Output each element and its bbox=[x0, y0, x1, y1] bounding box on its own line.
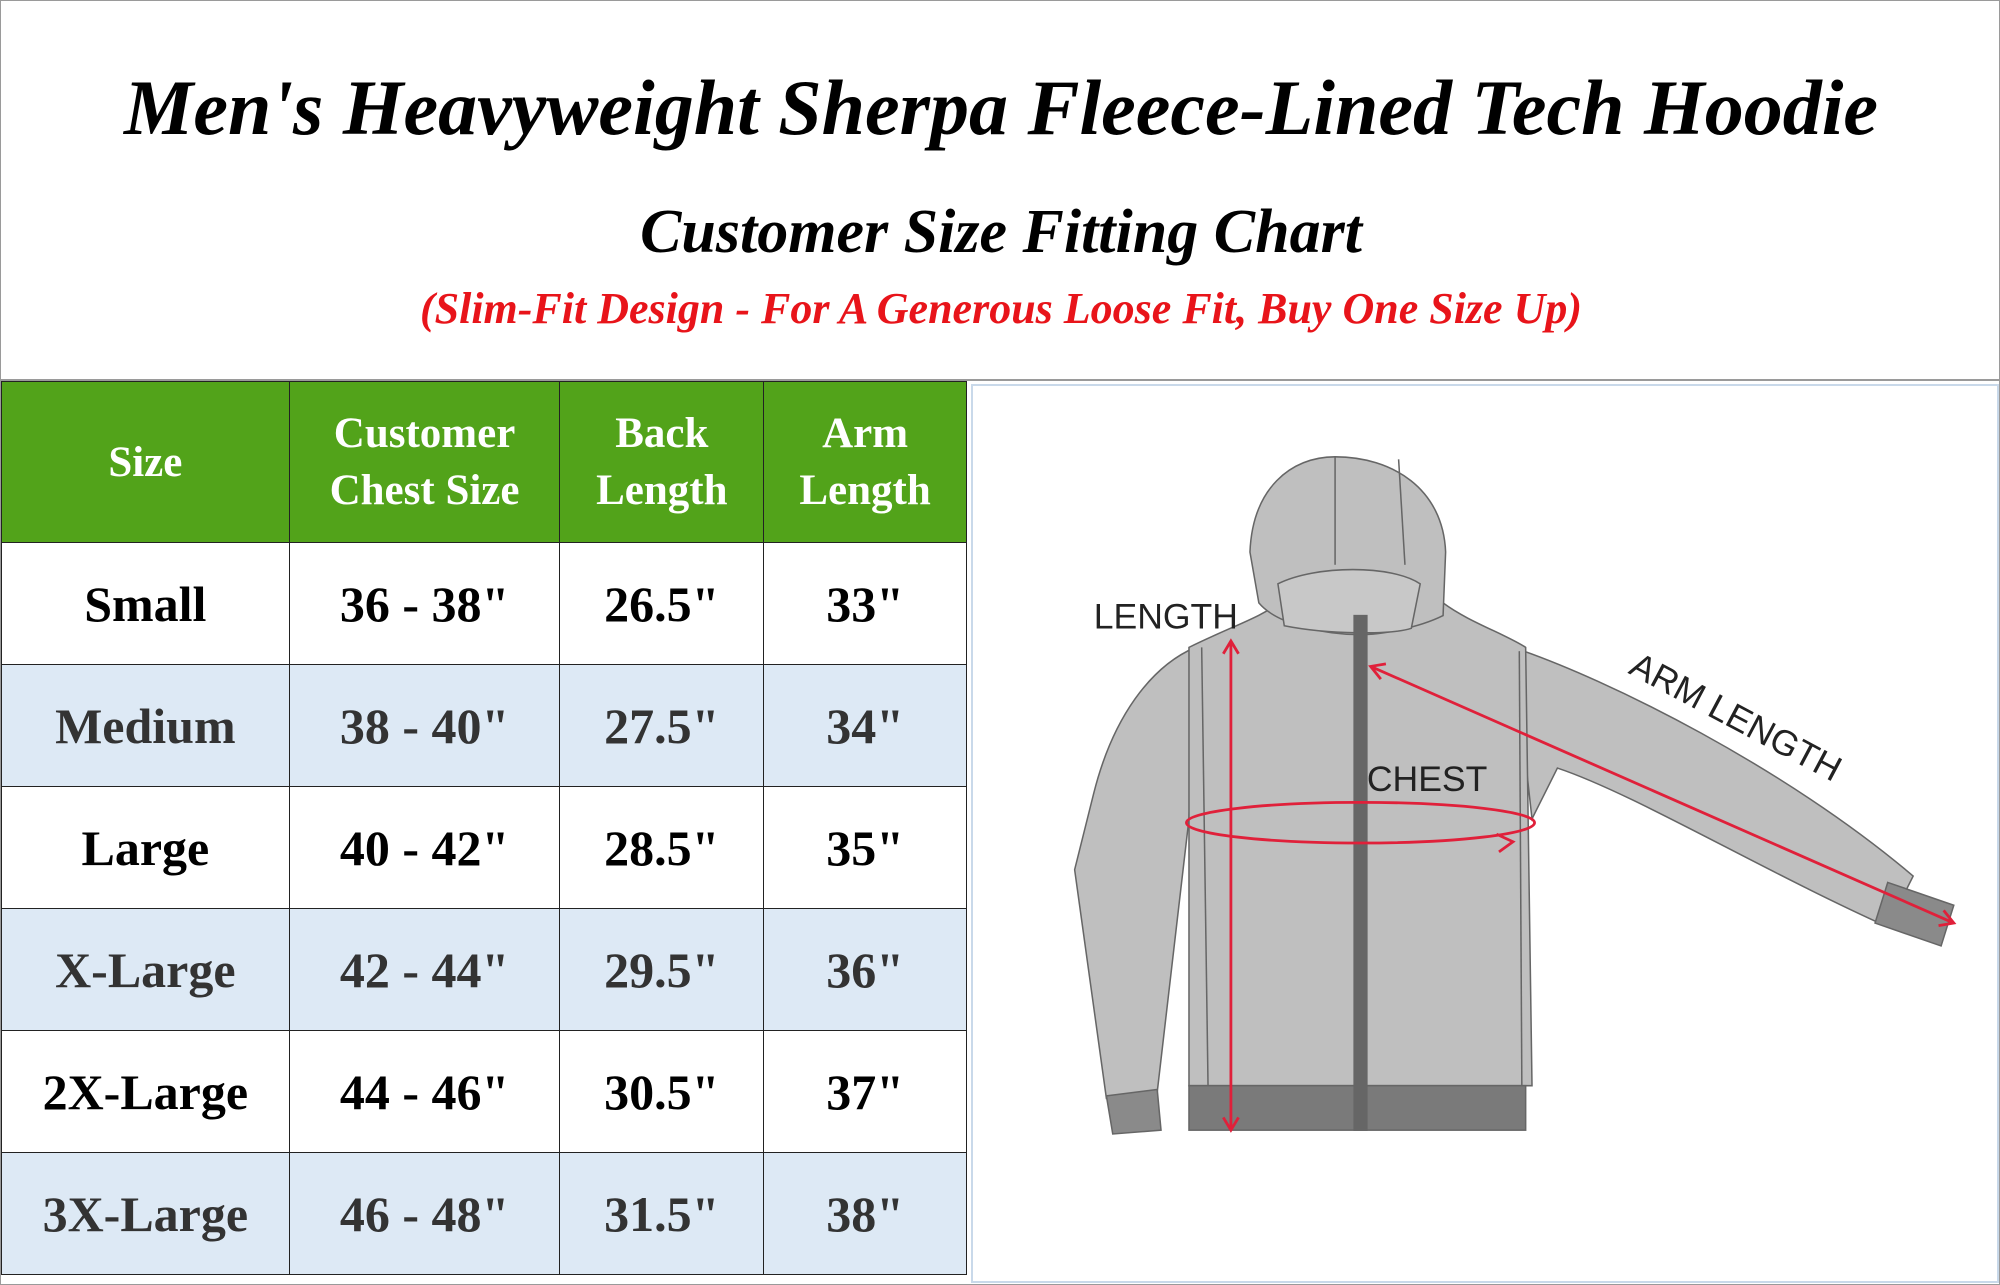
table-header-row: Size Customer Chest Size Back Length Arm Le… bbox=[1, 381, 967, 543]
arm-length-cell: 38" bbox=[763, 1152, 967, 1275]
size-table: Size Customer Chest Size Back Length Arm Le… bbox=[1, 381, 967, 1275]
header-text: Customer bbox=[333, 410, 516, 457]
size-cell: 3X-Large bbox=[1, 1152, 290, 1275]
back-length-cell: 31.5" bbox=[559, 1152, 765, 1275]
left-sleeve bbox=[1073, 646, 1197, 1100]
fit-note: (Slim-Fit Design - For A Generous Loose … bbox=[419, 284, 1583, 333]
table-row: 3X-Large 46 - 48" 31.5" 38" bbox=[1, 1152, 967, 1275]
chart-header: Men's Heavyweight Sherpa Fleece-Lined Te… bbox=[1, 1, 2000, 381]
arm-length-cell: 34" bbox=[763, 664, 967, 787]
back-length-cell: 30.5" bbox=[559, 1030, 765, 1153]
arm-length-cell: 37" bbox=[763, 1030, 967, 1153]
chest-size-cell: 36 - 38" bbox=[288, 542, 561, 665]
product-title: Men's Heavyweight Sherpa Fleece-Lined Te… bbox=[123, 64, 1879, 151]
size-cell: 2X-Large bbox=[1, 1030, 290, 1153]
table-row: 2X-Large 44 - 46" 30.5" 37" bbox=[1, 1030, 967, 1153]
zipper bbox=[1353, 614, 1368, 1131]
table-row: X-Large 42 - 44" 29.5" 36" bbox=[1, 908, 967, 1031]
size-cell: Medium bbox=[1, 664, 290, 787]
chart-subtitle: Customer Size Fitting Chart bbox=[640, 198, 1362, 266]
arm-length-arrow bbox=[1370, 665, 1955, 925]
length-label: LENGTH bbox=[1094, 596, 1238, 636]
header-text: Length bbox=[596, 467, 728, 514]
left-cuff bbox=[1105, 1088, 1162, 1135]
chest-size-cell: 46 - 48" bbox=[288, 1152, 561, 1275]
hoodie-diagram: LENGTH CHEST ARM LENGTH bbox=[971, 384, 1999, 1283]
header-text: Length bbox=[799, 467, 931, 514]
table-row: Small 36 - 38" 26.5" 33" bbox=[1, 542, 967, 665]
chest-measure bbox=[1185, 800, 1536, 845]
chest-size-cell: 42 - 44" bbox=[288, 908, 561, 1031]
size-cell: Small bbox=[1, 542, 290, 665]
size-cell: Large bbox=[1, 786, 290, 909]
right-cuff bbox=[1874, 881, 1955, 947]
chest-label: CHEST bbox=[1367, 759, 1488, 799]
header-text: Chest Size bbox=[329, 467, 520, 514]
chest-size-cell: 40 - 42" bbox=[288, 786, 561, 909]
table-row: Large 40 - 42" 28.5" 35" bbox=[1, 786, 967, 909]
chest-size-cell: 44 - 46" bbox=[288, 1030, 561, 1153]
column-header-arm-length: Arm Length bbox=[763, 381, 967, 543]
chest-size-cell: 38 - 40" bbox=[288, 664, 561, 787]
column-header-chest: Customer Chest Size bbox=[288, 381, 561, 543]
hoodie-illustration: LENGTH CHEST ARM LENGTH bbox=[1073, 456, 1957, 1135]
back-length-cell: 28.5" bbox=[559, 786, 765, 909]
header-text: Size bbox=[108, 438, 183, 486]
header-text: Back bbox=[615, 410, 709, 457]
back-length-cell: 29.5" bbox=[559, 908, 765, 1031]
back-length-cell: 27.5" bbox=[559, 664, 765, 787]
arm-length-cell: 35" bbox=[763, 786, 967, 909]
arm-length-cell: 33" bbox=[763, 542, 967, 665]
back-length-cell: 26.5" bbox=[559, 542, 765, 665]
column-header-size: Size bbox=[1, 381, 290, 543]
header-text: Arm bbox=[822, 410, 909, 457]
column-header-back-length: Back Length bbox=[559, 381, 765, 543]
arm-length-cell: 36" bbox=[763, 908, 967, 1031]
hood-opening bbox=[1277, 568, 1422, 634]
table-row: Medium 38 - 40" 27.5" 34" bbox=[1, 664, 967, 787]
size-cell: X-Large bbox=[1, 908, 290, 1031]
